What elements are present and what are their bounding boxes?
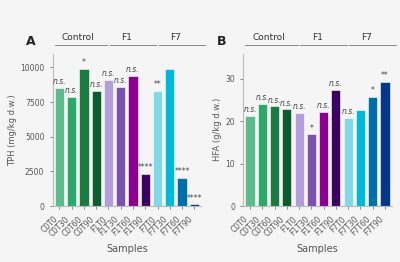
Text: ****: **** <box>138 163 153 172</box>
Text: Control: Control <box>62 33 94 42</box>
Bar <box>258 104 267 206</box>
Y-axis label: HFA (g/kg d.w.): HFA (g/kg d.w.) <box>214 98 222 161</box>
Text: n.s.: n.s. <box>65 86 78 95</box>
Text: n.s.: n.s. <box>317 101 330 110</box>
Bar <box>178 178 187 206</box>
Bar <box>104 80 113 206</box>
Text: n.s.: n.s. <box>102 69 115 78</box>
Text: n.s.: n.s. <box>114 76 128 85</box>
Text: F7: F7 <box>361 33 372 42</box>
Text: n.s.: n.s. <box>280 99 294 108</box>
Bar <box>128 76 138 206</box>
Text: **: ** <box>381 72 389 80</box>
Text: n.s.: n.s. <box>89 80 103 89</box>
Text: n.s.: n.s. <box>292 102 306 111</box>
Text: F1: F1 <box>122 33 132 42</box>
Bar <box>153 91 162 206</box>
Text: n.s.: n.s. <box>53 77 66 86</box>
Text: *: * <box>82 58 86 67</box>
Bar <box>282 110 292 206</box>
Bar <box>331 90 340 206</box>
Bar <box>116 87 125 206</box>
Text: n.s.: n.s. <box>256 93 269 102</box>
Text: ****: **** <box>174 167 190 176</box>
Text: **: ** <box>154 80 161 89</box>
Bar <box>246 116 255 206</box>
Text: *: * <box>310 124 313 133</box>
Text: n.s.: n.s. <box>341 107 355 116</box>
Bar <box>55 88 64 206</box>
Bar <box>319 112 328 206</box>
X-axis label: Samples: Samples <box>297 244 338 254</box>
Bar <box>307 134 316 206</box>
Text: F7: F7 <box>170 33 181 42</box>
Text: B: B <box>217 35 226 48</box>
Bar <box>165 69 174 206</box>
Bar <box>368 97 377 206</box>
Text: Control: Control <box>252 33 285 42</box>
Bar <box>67 96 76 206</box>
Bar <box>356 110 365 206</box>
X-axis label: Samples: Samples <box>106 244 148 254</box>
Bar <box>190 204 199 206</box>
Text: ****: **** <box>186 194 202 203</box>
Text: n.s.: n.s. <box>329 79 343 88</box>
Bar <box>294 113 304 206</box>
Bar <box>270 106 279 206</box>
Bar <box>79 69 88 206</box>
Text: n.s.: n.s. <box>268 96 282 105</box>
Bar <box>92 91 101 206</box>
Bar <box>380 82 390 206</box>
Text: n.s.: n.s. <box>243 105 257 114</box>
Text: n.s.: n.s. <box>126 65 140 74</box>
Text: A: A <box>26 35 36 48</box>
Bar <box>344 118 353 206</box>
Bar <box>141 174 150 206</box>
Text: *: * <box>371 86 375 95</box>
Text: F1: F1 <box>312 33 323 42</box>
Y-axis label: TPH (mg/kg d.w.): TPH (mg/kg d.w.) <box>8 94 17 166</box>
